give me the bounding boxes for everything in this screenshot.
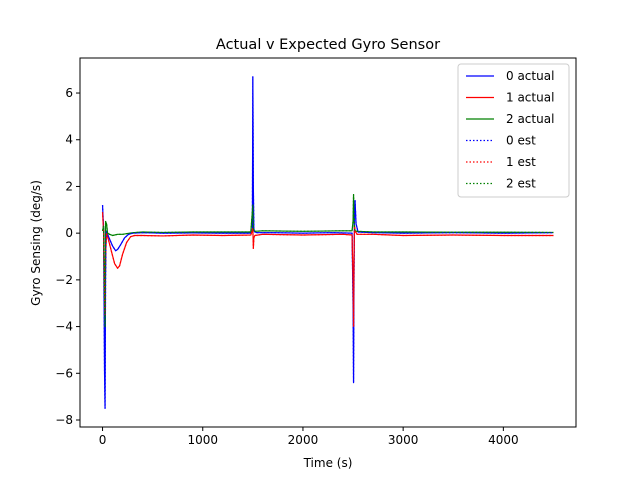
plot-frame (79, 57, 577, 428)
y-tick-label: 6 (65, 86, 73, 100)
y-tick-label: 2 (65, 179, 73, 193)
legend-label-5: 2 est (506, 177, 536, 191)
y-tick-label: 0 (65, 226, 73, 240)
series-line-3 (101, 76, 554, 409)
legend-label-3: 0 est (506, 134, 536, 148)
series-line-4 (101, 212, 554, 328)
x-axis-label: Time (s) (303, 456, 353, 470)
legend-label-0: 0 actual (506, 69, 554, 83)
y-axis-label: Gyro Sensing (deg/s) (29, 180, 43, 306)
y-axis: −8 −6 −4 −2 0 2 4 6 (55, 86, 80, 427)
series-line-1 (101, 212, 554, 328)
x-tick-label: 2000 (288, 433, 319, 447)
x-tick-label: 3000 (388, 433, 419, 447)
y-tick-label: 4 (65, 133, 73, 147)
series-line-5 (101, 194, 554, 328)
legend-label-2: 2 actual (506, 112, 554, 126)
legend-label-1: 1 actual (506, 91, 554, 105)
x-tick-label: 0 (99, 433, 107, 447)
y-tick-label: −6 (55, 366, 73, 380)
series-layer (101, 76, 554, 409)
y-tick-label: −8 (55, 413, 73, 427)
chart-title: Actual v Expected Gyro Sensor (216, 37, 440, 53)
legend-label-4: 1 est (506, 155, 536, 169)
x-tick-label: 1000 (187, 433, 218, 447)
x-tick-label: 4000 (488, 433, 519, 447)
legend: 0 actual 1 actual 2 actual 0 est 1 est 2 est (457, 63, 570, 198)
series-line-2 (101, 194, 554, 328)
x-axis: 0 1000 2000 3000 4000 (99, 427, 519, 447)
y-tick-label: −2 (55, 273, 73, 287)
y-tick-label: −4 (55, 320, 73, 334)
